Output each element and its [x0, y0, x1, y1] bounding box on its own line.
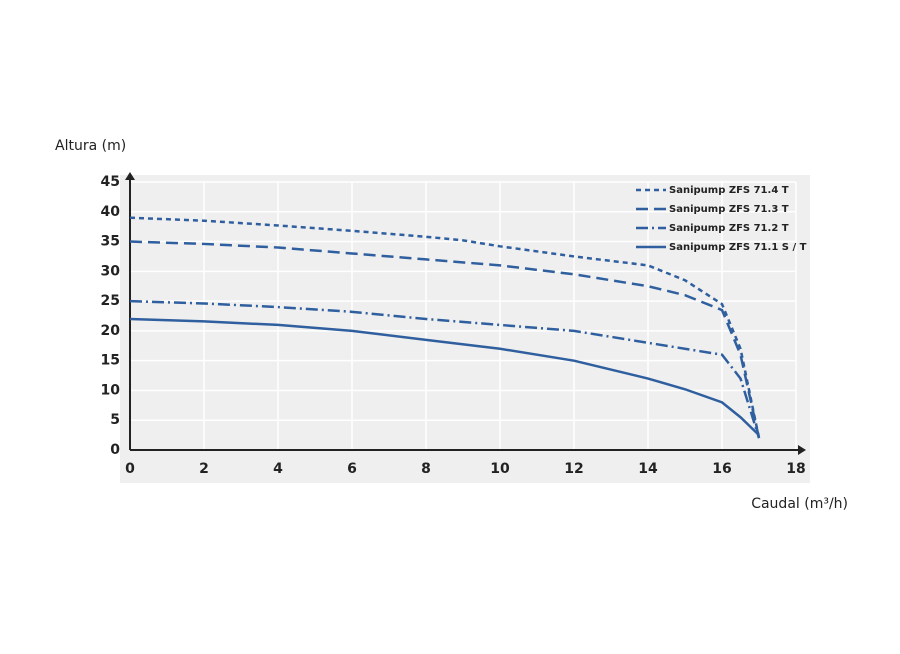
y-tick-label: 10 — [101, 382, 121, 398]
y-tick-label: 15 — [101, 353, 120, 369]
y-tick-label: 40 — [101, 204, 121, 220]
y-axis-arrow — [125, 172, 135, 180]
x-tick-label: 2 — [199, 461, 209, 477]
y-tick-label: 30 — [101, 263, 121, 279]
x-axis-arrow — [798, 445, 806, 455]
y-tick-label: 35 — [101, 234, 120, 250]
y-tick-label: 5 — [110, 412, 120, 428]
x-tick-label: 10 — [490, 461, 510, 477]
x-tick-label: 12 — [564, 461, 583, 477]
x-tick-label: 8 — [421, 461, 431, 477]
legend-label: Sanipump ZFS 71.1 S / T — [669, 242, 807, 253]
y-tick-label: 0 — [110, 442, 120, 458]
legend-label: Sanipump ZFS 71.3 T — [669, 204, 789, 215]
series-line — [129, 216, 761, 439]
series-line — [129, 240, 761, 439]
x-axis-title: Caudal (m³/h) — [751, 496, 848, 512]
x-tick-label: 14 — [638, 461, 658, 477]
series-line — [129, 299, 761, 439]
legend-label: Sanipump ZFS 71.4 T — [669, 185, 789, 196]
series-line — [129, 317, 760, 437]
x-tick-label: 0 — [125, 461, 135, 477]
x-tick-label: 18 — [786, 461, 805, 477]
x-tick-label: 4 — [273, 461, 283, 477]
legend-label: Sanipump ZFS 71.2 T — [669, 223, 789, 234]
x-tick-label: 16 — [712, 461, 731, 477]
y-tick-label: 45 — [101, 174, 120, 190]
y-tick-label: 20 — [101, 323, 121, 339]
x-tick-label: 6 — [347, 461, 357, 477]
y-axis-title: Altura (m) — [55, 138, 126, 154]
y-tick-label: 25 — [101, 293, 120, 309]
plot-background — [120, 175, 810, 483]
